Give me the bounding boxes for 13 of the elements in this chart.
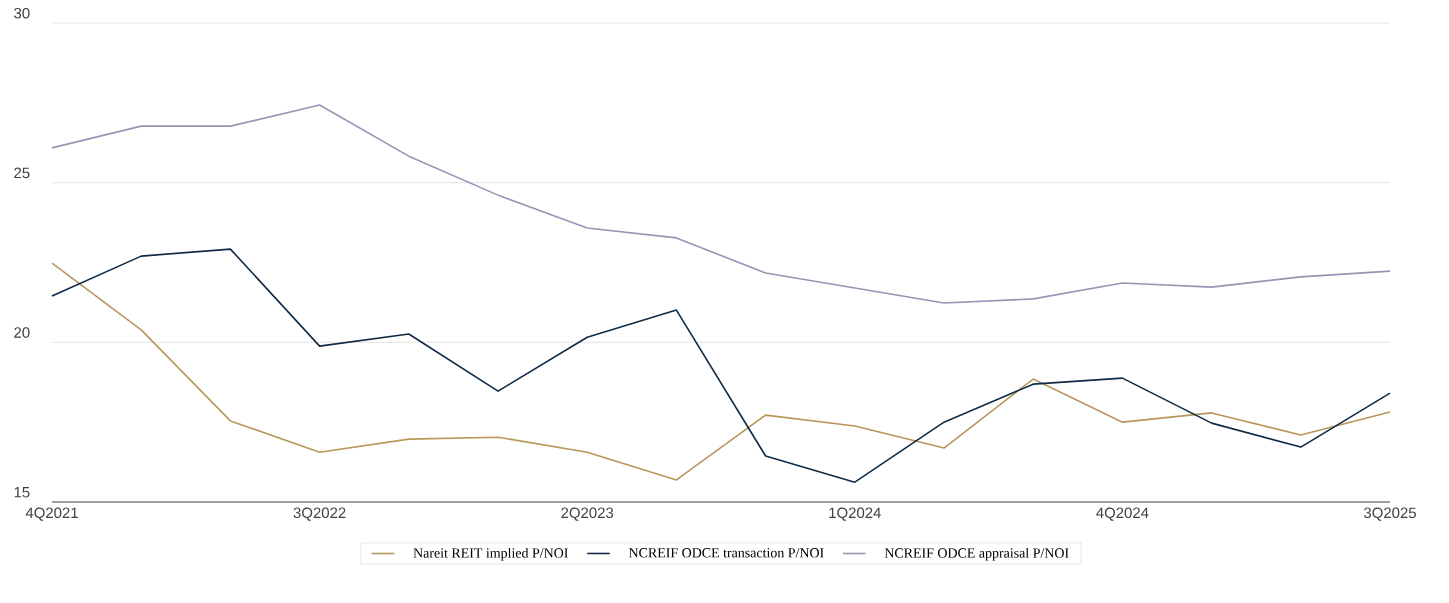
x-tick-label: 3Q2025: [1363, 507, 1416, 521]
legend-label: NCREIF ODCE transaction P/NOI: [628, 548, 824, 558]
y-tick-label: 20: [14, 327, 30, 338]
y-tick-label: 25: [14, 167, 30, 179]
legend-label: Nareit REIT implied P/NOI: [413, 547, 568, 561]
x-tick-label: 4Q2024: [1096, 507, 1149, 521]
x-tick-label: 1Q2024: [829, 507, 881, 521]
x-tick-label: 4Q2021: [25, 507, 78, 521]
x-tick-label: 2Q2023: [561, 507, 614, 521]
legend-label: NCREIF ODCE appraisal P/NOI: [884, 547, 1069, 561]
y-tick-label: 15: [14, 487, 30, 498]
y-tick-label: 30: [14, 7, 30, 19]
x-tick-label: 3Q2022: [293, 507, 346, 521]
